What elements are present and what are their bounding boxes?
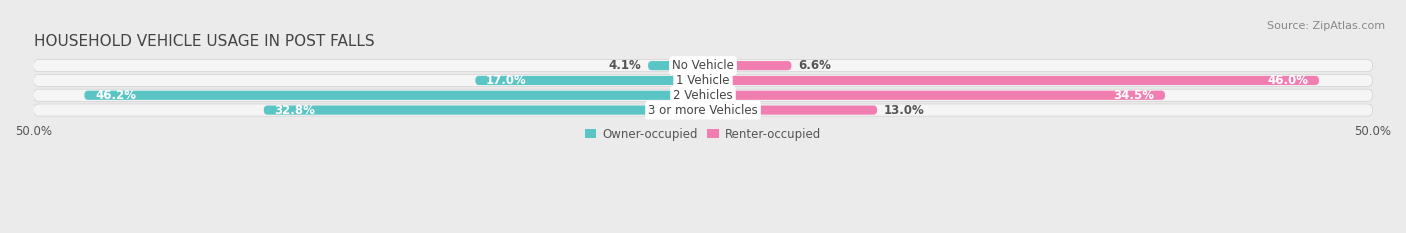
Text: Source: ZipAtlas.com: Source: ZipAtlas.com [1267, 21, 1385, 31]
Text: 46.2%: 46.2% [96, 89, 136, 102]
FancyBboxPatch shape [475, 76, 703, 85]
Text: 6.6%: 6.6% [799, 59, 831, 72]
Text: 2 Vehicles: 2 Vehicles [673, 89, 733, 102]
FancyBboxPatch shape [264, 106, 703, 115]
FancyBboxPatch shape [34, 74, 1372, 86]
Text: 3 or more Vehicles: 3 or more Vehicles [648, 104, 758, 116]
FancyBboxPatch shape [34, 104, 1372, 116]
Text: 13.0%: 13.0% [884, 104, 925, 116]
Text: 1 Vehicle: 1 Vehicle [676, 74, 730, 87]
FancyBboxPatch shape [703, 91, 1166, 100]
Text: HOUSEHOLD VEHICLE USAGE IN POST FALLS: HOUSEHOLD VEHICLE USAGE IN POST FALLS [34, 34, 374, 49]
FancyBboxPatch shape [648, 61, 703, 70]
FancyBboxPatch shape [703, 106, 877, 115]
Text: 17.0%: 17.0% [486, 74, 527, 87]
FancyBboxPatch shape [34, 60, 1372, 72]
Legend: Owner-occupied, Renter-occupied: Owner-occupied, Renter-occupied [579, 123, 827, 145]
Text: 46.0%: 46.0% [1267, 74, 1308, 87]
Text: 4.1%: 4.1% [609, 59, 641, 72]
FancyBboxPatch shape [703, 61, 792, 70]
Text: 32.8%: 32.8% [274, 104, 315, 116]
Text: No Vehicle: No Vehicle [672, 59, 734, 72]
Text: 34.5%: 34.5% [1114, 89, 1154, 102]
FancyBboxPatch shape [703, 76, 1319, 85]
FancyBboxPatch shape [34, 89, 1372, 101]
FancyBboxPatch shape [84, 91, 703, 100]
